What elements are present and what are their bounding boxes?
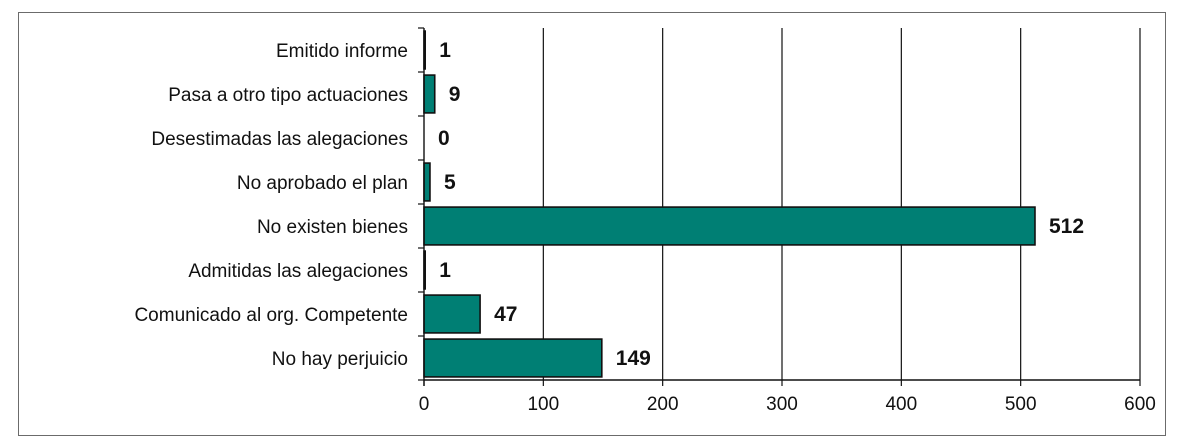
bar-6: [423, 294, 481, 334]
axes: [418, 27, 1141, 386]
category-label-7: No hay perjuicio: [272, 349, 408, 370]
value-label-4: 512: [1049, 215, 1084, 238]
value-label-7: 149: [616, 347, 651, 370]
bar-3: [423, 162, 431, 202]
x-tick-label-500: 500: [1005, 394, 1037, 415]
x-tick-label-100: 100: [527, 394, 559, 415]
value-label-1: 9: [449, 83, 461, 106]
value-label-3: 5: [444, 171, 456, 194]
bar-4: [423, 206, 1036, 246]
value-label-6: 47: [494, 303, 517, 326]
x-tick-labels: 0 100 200 300 400 500 600: [419, 394, 1156, 415]
value-label-0: 1: [439, 39, 451, 62]
value-label-5: 1: [439, 259, 451, 282]
value-label-2: 0: [438, 127, 450, 150]
category-label-1: Pasa a otro tipo actuaciones: [168, 85, 408, 106]
category-label-3: No aprobado el plan: [237, 173, 408, 194]
x-tick-label-600: 600: [1124, 394, 1156, 415]
x-tick-label-0: 0: [419, 394, 430, 415]
category-label-5: Admitidas las alegaciones: [188, 261, 408, 282]
category-label-2: Desestimadas las alegaciones: [151, 129, 408, 150]
category-label-0: Emitido informe: [276, 41, 408, 62]
category-label-4: No existen bienes: [257, 217, 408, 238]
category-labels: Emitido informe Pasa a otro tipo actuacio…: [134, 41, 408, 370]
x-tick-label-400: 400: [885, 394, 917, 415]
bar-1: [423, 74, 436, 114]
value-labels: 1 9 0 5 512 1 47 149: [438, 39, 1084, 370]
x-tick-label-200: 200: [647, 394, 679, 415]
category-label-6: Comunicado al org. Competente: [134, 305, 408, 326]
bar-7: [423, 338, 603, 378]
x-tick-label-300: 300: [766, 394, 798, 415]
grid-lines: [542, 28, 1141, 380]
